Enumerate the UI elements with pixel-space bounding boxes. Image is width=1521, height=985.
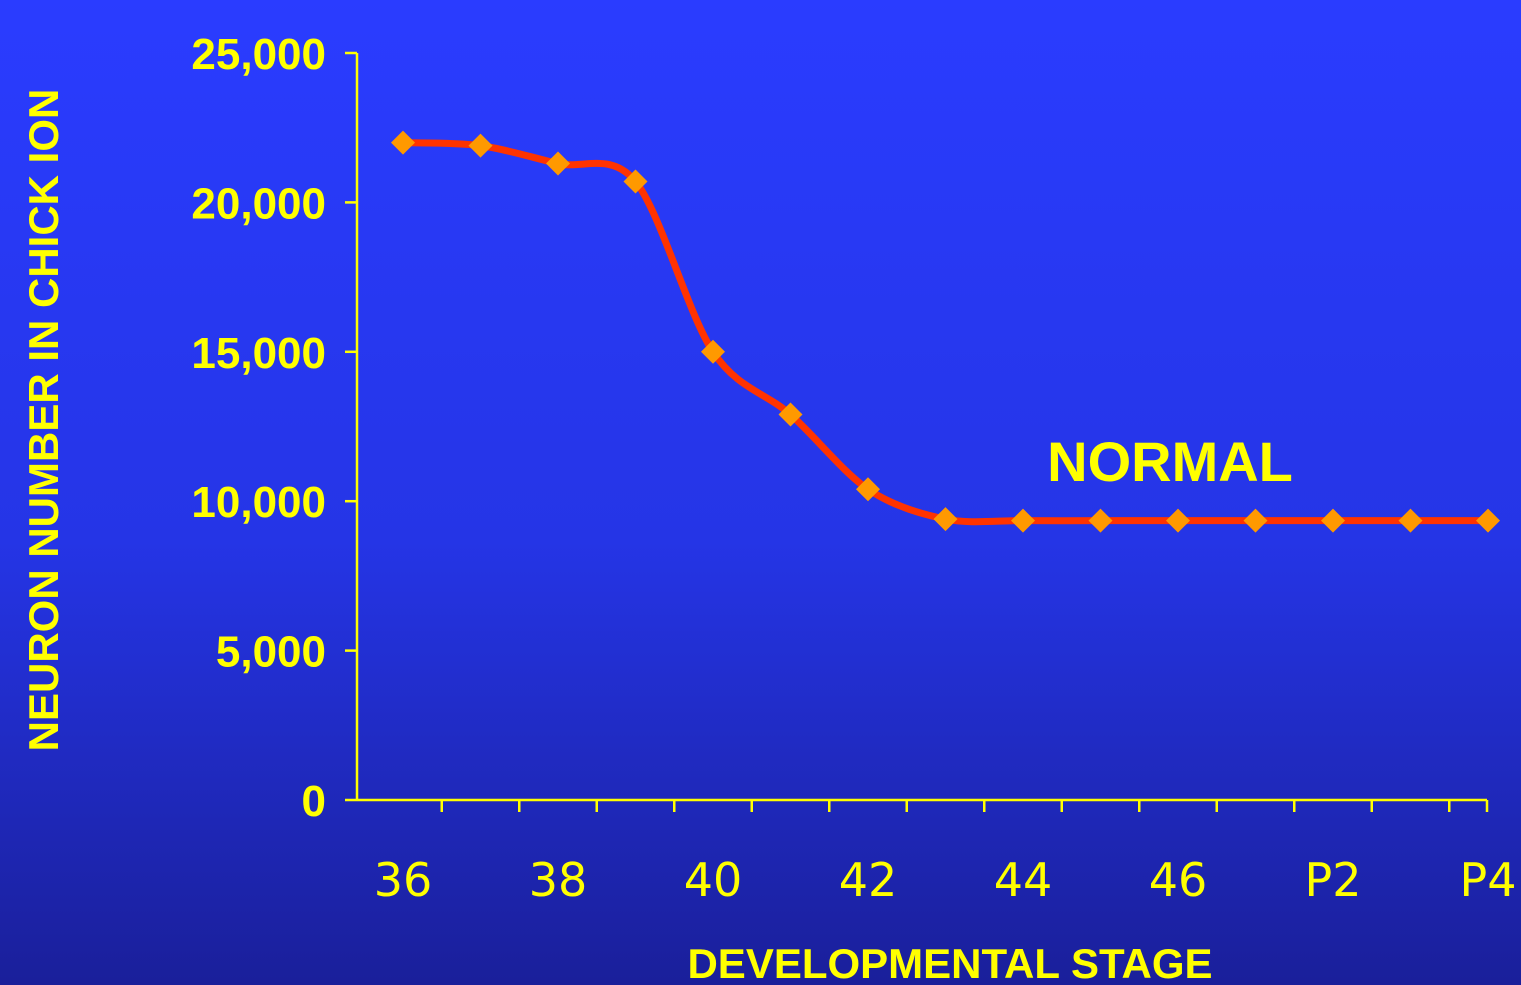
y-axis-title: NEURON NUMBER IN CHICK ION xyxy=(20,89,67,752)
x-tick-label: 42 xyxy=(839,853,898,907)
data-point-marker xyxy=(933,507,958,532)
series-group xyxy=(391,130,1500,533)
series-line xyxy=(402,139,1488,526)
y-tick-label: 5,000 xyxy=(216,628,326,677)
data-point-marker xyxy=(856,477,880,502)
y-tick-label: 10,000 xyxy=(191,478,326,527)
y-tick-label: 0 xyxy=(302,777,326,826)
data-point-marker xyxy=(1398,508,1423,533)
x-tick-label: 40 xyxy=(684,853,743,907)
x-tick-label: 44 xyxy=(994,853,1053,907)
x-tick-label: 38 xyxy=(529,853,588,907)
x-tick-label: 46 xyxy=(1149,853,1208,907)
data-point-marker xyxy=(701,339,725,364)
y-tick-label: 20,000 xyxy=(191,179,326,228)
data-point-marker xyxy=(1088,508,1113,533)
data-point-marker xyxy=(468,133,493,158)
data-point-marker xyxy=(1243,508,1268,533)
data-point-marker xyxy=(1011,508,1035,533)
data-point-marker xyxy=(1321,508,1345,533)
y-tick-label: 25,000 xyxy=(191,30,326,79)
data-point-marker xyxy=(391,130,415,155)
data-point-marker xyxy=(778,402,803,427)
data-point-marker xyxy=(1476,508,1500,533)
data-point-marker xyxy=(623,169,648,194)
axes xyxy=(345,51,1489,812)
x-tick-label: 36 xyxy=(374,853,433,907)
data-point-marker xyxy=(1166,508,1190,533)
x-tick-label: P2 xyxy=(1304,853,1361,907)
x-tick-label: P4 xyxy=(1459,853,1516,907)
y-tick-labels: 0 5,000 10,000 15,000 20,000 25,000 xyxy=(191,30,326,826)
data-point-marker xyxy=(546,151,570,176)
x-tick-labels: 36 38 40 42 44 46 P2 P4 xyxy=(374,853,1517,907)
x-axis-title: DEVELOPMENTAL STAGE xyxy=(687,940,1212,985)
y-tick-label: 15,000 xyxy=(191,329,326,378)
annotation-normal: NORMAL xyxy=(1047,430,1293,493)
